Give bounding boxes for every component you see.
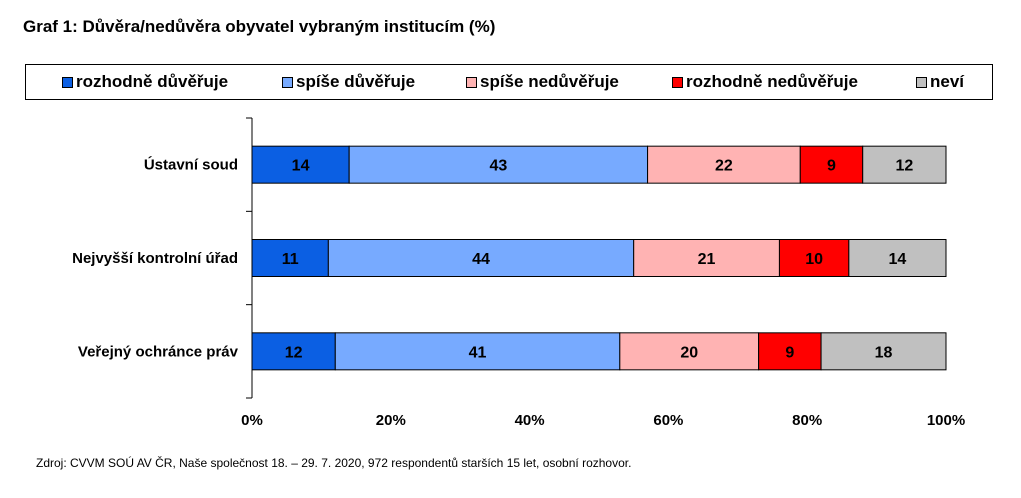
legend-label: rozhodně důvěřuje bbox=[76, 72, 229, 91]
data-label: 14 bbox=[889, 251, 907, 268]
data-label: 22 bbox=[715, 158, 733, 175]
legend-swatch bbox=[466, 76, 477, 88]
data-label: 20 bbox=[680, 344, 698, 361]
bar-segment bbox=[251, 332, 336, 371]
legend-swatch bbox=[916, 76, 927, 88]
x-tick-label: 20% bbox=[376, 412, 406, 429]
bar-segment bbox=[348, 145, 649, 184]
data-label: 41 bbox=[469, 344, 487, 361]
bar-segment bbox=[848, 239, 947, 277]
legend-swatch bbox=[62, 76, 73, 88]
bar-segment bbox=[334, 332, 621, 371]
x-tick-label: 60% bbox=[653, 412, 683, 429]
data-label: 10 bbox=[805, 251, 823, 268]
legend-swatch bbox=[282, 76, 293, 88]
legend-item: rozhodně důvěřuje bbox=[62, 65, 228, 99]
data-label: 44 bbox=[472, 251, 490, 268]
category-label: Ústavní soud bbox=[144, 156, 238, 174]
legend-label: spíše nedůvěřuje bbox=[480, 72, 619, 91]
bar-segment bbox=[820, 332, 947, 371]
legend-swatch bbox=[672, 76, 683, 88]
bar-segment bbox=[647, 145, 801, 184]
data-label: 43 bbox=[489, 158, 507, 175]
bar-segment bbox=[251, 239, 329, 277]
bar-segment bbox=[619, 332, 760, 371]
bar-segment bbox=[778, 239, 850, 277]
chart-title: Graf 1: Důvěra/nedůvěra obyvatel vybraný… bbox=[23, 17, 496, 36]
legend-label: rozhodně nedůvěřuje bbox=[686, 72, 858, 91]
data-label: 18 bbox=[875, 344, 893, 361]
category-label: Nejvyšší kontrolní úřad bbox=[72, 250, 238, 267]
bar-segment bbox=[799, 145, 864, 184]
bar-segment bbox=[633, 239, 780, 277]
bar-segment bbox=[327, 239, 635, 277]
x-tick-label: 40% bbox=[515, 412, 545, 429]
bar-segment bbox=[251, 145, 350, 184]
category-label: Veřejný ochránce práv bbox=[78, 343, 239, 360]
data-label: 21 bbox=[698, 251, 716, 268]
x-tick-label: 80% bbox=[792, 412, 822, 429]
source-note: Zdroj: CVVM SOÚ AV ČR, Naše společnost 1… bbox=[36, 456, 632, 470]
data-label: 11 bbox=[282, 251, 299, 268]
bar-segment bbox=[862, 145, 947, 184]
data-label: 12 bbox=[895, 158, 913, 175]
data-label: 14 bbox=[292, 158, 310, 175]
data-label: 12 bbox=[285, 344, 303, 361]
data-label: 9 bbox=[827, 158, 836, 175]
legend-label: neví bbox=[930, 72, 965, 91]
legend-item: spíše nedůvěřuje bbox=[466, 65, 619, 99]
legend-label: spíše důvěřuje bbox=[296, 72, 416, 91]
x-tick-label: 100% bbox=[927, 412, 965, 429]
legend-item: rozhodně nedůvěřuje bbox=[672, 65, 858, 99]
data-label: 9 bbox=[785, 344, 794, 361]
bar-segment bbox=[758, 332, 822, 371]
legend: rozhodně důvěřuje spíše důvěřuje spíše n… bbox=[25, 64, 993, 100]
legend-item: spíše důvěřuje bbox=[282, 65, 415, 99]
legend-item: neví bbox=[916, 65, 964, 99]
x-tick-label: 0% bbox=[241, 412, 263, 429]
